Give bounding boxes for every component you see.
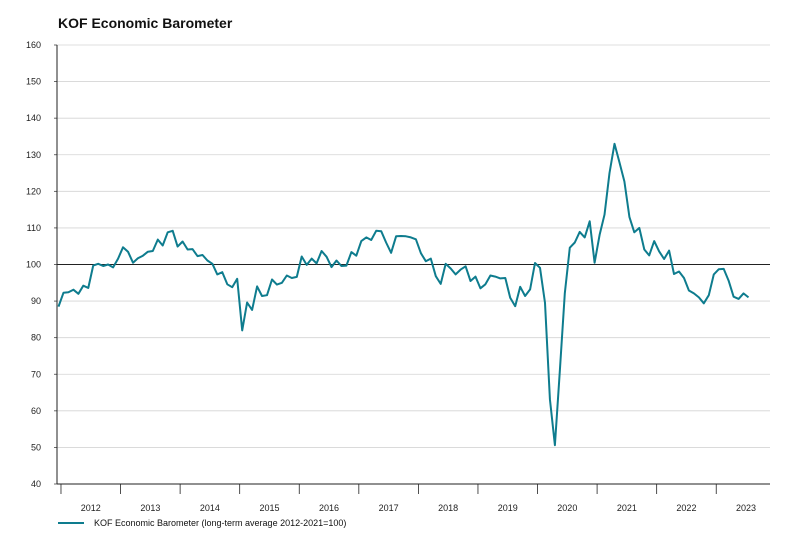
y-axis-tick-labels: 40 50 60 70 80 90 100 110 120 130 140 150 160	[26, 40, 57, 489]
y-tick-label: 110	[27, 223, 41, 233]
chart-title: KOF Economic Barometer	[58, 15, 233, 31]
x-tick-label: 2017	[379, 503, 399, 513]
x-tick-label: 2016	[319, 503, 339, 513]
x-tick-label: 2022	[676, 503, 696, 513]
y-tick-label: 120	[26, 186, 41, 196]
x-tick-label: 2013	[140, 503, 160, 513]
x-tick-label: 2012	[81, 503, 101, 513]
x-tick-label: 2019	[498, 503, 518, 513]
y-tick-label: 160	[26, 40, 41, 50]
x-tick-label: 2014	[200, 503, 220, 513]
legend-swatch	[58, 522, 84, 524]
y-tick-label: 100	[26, 260, 41, 270]
series-layer	[57, 142, 750, 447]
x-tick-label: 2021	[617, 503, 637, 513]
y-tick-label: 50	[31, 442, 41, 452]
y-tick-label: 140	[26, 113, 41, 123]
legend: KOF Economic Barometer (long-term averag…	[58, 518, 346, 528]
x-tick-label: 2020	[557, 503, 577, 513]
series-line-kof-barometer	[57, 142, 750, 447]
y-tick-label: 130	[26, 150, 41, 160]
x-axis: 2012 2013 2014 2015 2016 2017 2018 2019 2020 2021…	[56, 45, 770, 513]
legend-label: KOF Economic Barometer (long-term averag…	[94, 518, 347, 528]
gridlines	[57, 44, 770, 485]
y-tick-label: 80	[31, 333, 41, 343]
y-tick-label: 150	[26, 77, 41, 87]
x-tick-label: 2018	[438, 503, 458, 513]
x-tick-label: 2023	[736, 503, 756, 513]
x-tick-label: 2015	[259, 503, 279, 513]
y-tick-label: 70	[31, 369, 41, 379]
y-tick-label: 90	[31, 296, 41, 306]
y-tick-label: 40	[31, 479, 41, 489]
y-tick-label: 60	[31, 406, 41, 416]
